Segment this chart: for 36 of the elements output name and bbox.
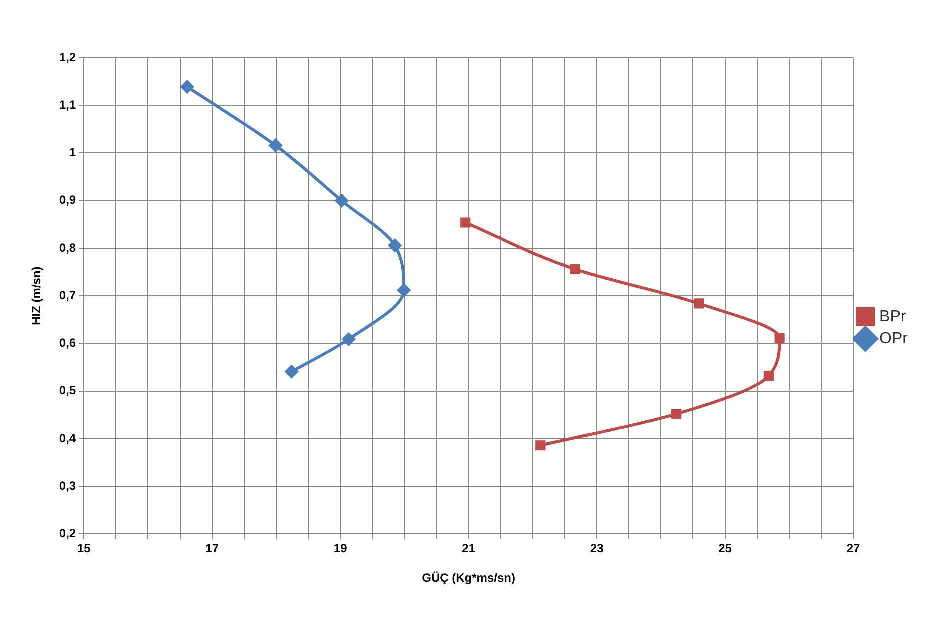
x-tick-label: 27	[846, 542, 861, 556]
y-tick-label: 1,1	[59, 98, 76, 112]
y-tick-label: 1,2	[59, 50, 76, 64]
point	[694, 298, 704, 309]
y-tick-label: 0,6	[59, 336, 76, 350]
x-tick-label: 25	[718, 542, 732, 556]
point	[180, 80, 194, 94]
x-tick-label: 21	[462, 542, 476, 556]
x-tick-label: 19	[334, 542, 348, 556]
point	[774, 333, 785, 344]
y-tick-label: 0,2	[59, 526, 76, 541]
point	[536, 440, 546, 451]
point	[398, 284, 411, 297]
point	[388, 239, 402, 252]
point	[570, 264, 580, 274]
point	[335, 194, 348, 208]
x-tick-label: 15	[77, 542, 92, 556]
legend-label: OPr	[880, 330, 909, 348]
point	[269, 139, 282, 152]
point	[764, 371, 774, 382]
x-axis-title: GÜÇ (Kg*ms/sn)	[422, 571, 516, 586]
x-tick-label: 23	[590, 542, 604, 556]
point	[285, 365, 298, 378]
y-axis-title: HIZ (m/sn)	[30, 266, 44, 326]
y-tick-label: 0,7	[59, 288, 76, 302]
point	[460, 218, 471, 228]
y-tick-label: 0,3	[59, 478, 76, 493]
y-tick-label: 0,4	[59, 431, 76, 446]
legend-label: BPr	[880, 308, 907, 326]
point	[342, 332, 356, 346]
y-tick-label: 1	[69, 146, 76, 160]
y-tick-label: 0,9	[59, 193, 76, 208]
x-tick-label: 17	[206, 542, 220, 556]
point	[672, 409, 682, 420]
y-tick-label: 0,8	[59, 240, 76, 255]
y-tick-label: 0,5	[59, 384, 76, 398]
